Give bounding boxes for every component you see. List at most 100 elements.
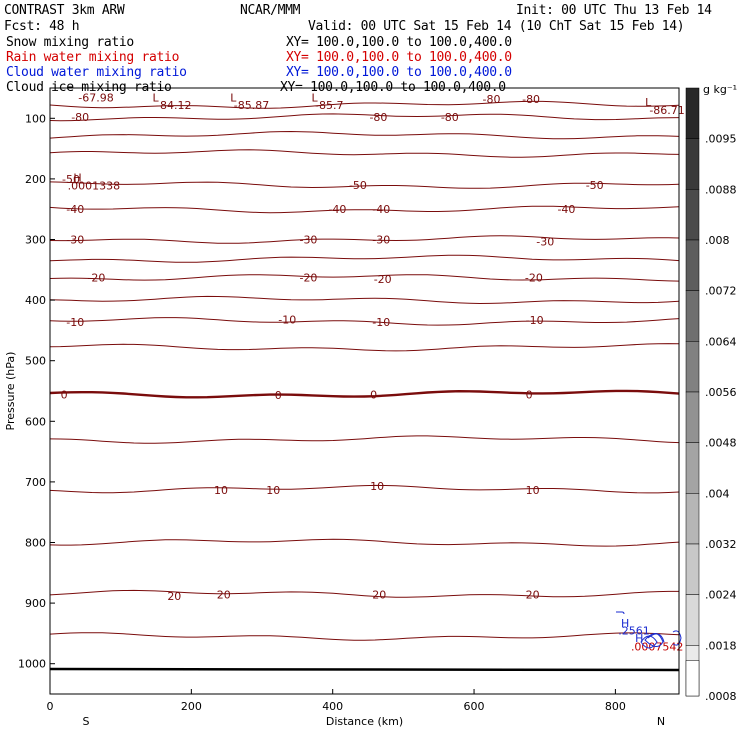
y-tick-label: 100 <box>25 112 46 125</box>
axes: 0 200 400 600 800100200300400500600700800900… <box>4 112 665 728</box>
isotherm-line <box>49 235 680 244</box>
colorbar-tick-label: .0088 <box>705 183 737 196</box>
isotherm-line <box>49 632 680 641</box>
contour-label: 10 <box>214 484 228 497</box>
isotherm-line <box>49 295 680 305</box>
contour-label: .0007542 <box>631 641 684 654</box>
colorbar-segment <box>685 391 700 443</box>
contour-label: 10 <box>370 480 384 493</box>
cloud-water-contours <box>616 611 682 649</box>
cloud-water-contour <box>640 635 658 649</box>
contour-label: -40 <box>372 203 390 216</box>
colorbar-segment <box>685 660 700 697</box>
colorbar-segment <box>685 493 700 545</box>
field-xy-cloud-water: XY= 100.0,100.0 to 100.0,400.0 <box>286 65 512 80</box>
contour-label: -30 <box>372 234 390 247</box>
colorbar-segment <box>685 138 700 190</box>
contour-label: 0 <box>370 389 377 402</box>
contour-label: -80 <box>369 111 387 124</box>
colorbar-segment <box>685 442 700 494</box>
colorbar-tick-label: .004 <box>705 487 730 500</box>
contour-label: 0 <box>526 389 533 402</box>
y-tick-label: 600 <box>25 415 46 428</box>
center-label: NCAR/MMM <box>240 3 301 18</box>
field-name-snow: Snow mixing ratio <box>6 35 134 50</box>
contour-label: 10 <box>526 484 540 497</box>
isotherm-line <box>49 254 680 263</box>
plot-frame <box>49 87 680 695</box>
cloud-water-contour <box>647 633 665 643</box>
y-axis-label: Pressure (hPa) <box>4 352 17 431</box>
contour-label: -85.87 <box>234 99 269 112</box>
south-end-label: S <box>83 715 90 728</box>
contour-label: -80 <box>483 93 501 106</box>
contour-label: -80 <box>71 111 89 124</box>
y-tick-label: 400 <box>25 294 46 307</box>
colorbar-tick-label: .0056 <box>705 386 737 399</box>
contour-label: L <box>311 92 318 105</box>
colorbar-segment <box>685 189 700 241</box>
contour-label: 0 <box>61 389 68 402</box>
contour-label: -80 <box>441 111 459 124</box>
valid-time: Valid: 00 UTC Sat 15 Feb 14 (10 ChT Sat … <box>308 19 685 34</box>
colorbar-tick-label: .0095 <box>705 133 737 146</box>
colorbar-tick-label: .008 <box>705 234 730 247</box>
contour-label: -10 <box>372 316 390 329</box>
colorbar-unit: g kg⁻¹ <box>703 83 737 96</box>
contour-label: -40 <box>66 203 84 216</box>
field-xy-rain: XY= 100.0,100.0 to 100.0,400.0 <box>286 50 512 65</box>
contour-label: 10 <box>266 484 280 497</box>
isotherm-line <box>49 343 680 352</box>
contour-label: 20 <box>372 589 386 602</box>
contour-label: .0001338 <box>68 180 121 193</box>
contour-label: -10 <box>66 316 84 329</box>
cloud-water-contour <box>672 630 682 646</box>
contour-label: -20 <box>299 272 317 285</box>
contour-label-layer: -67.98 L-84.12L-85.87L-85.7 -80 -80 L-86.71-… <box>61 92 685 654</box>
isotherm-line <box>49 149 680 158</box>
isotherm-line <box>49 130 680 140</box>
y-tick-label: 800 <box>25 537 46 550</box>
isotherm-line <box>49 484 680 494</box>
contour-label: -84.12 <box>156 99 191 112</box>
contour-label: .2561 <box>618 624 650 637</box>
colorbar-tick-label: .0072 <box>705 285 737 298</box>
field-xy-snow: XY= 100.0,100.0 to 100.0,400.0 <box>286 35 512 50</box>
colorbar-segment <box>685 543 700 595</box>
colorbar-tick-label: .0048 <box>705 437 737 450</box>
contour-label: -30 <box>299 234 317 247</box>
isotherm-line <box>49 274 680 282</box>
contour-label: 20 <box>167 590 181 603</box>
colorbar-segment <box>685 341 700 393</box>
contour-label: -40 <box>328 203 346 216</box>
contour-label: -20 <box>87 272 105 285</box>
colorbar-segment <box>685 594 700 646</box>
y-tick-label: 1000 <box>18 658 46 671</box>
colorbar-segment <box>685 87 700 139</box>
contour-label: -10 <box>526 314 544 327</box>
contour-label: -30 <box>66 234 84 247</box>
x-tick-label: 600 <box>464 700 485 713</box>
x-tick-label: 200 <box>181 700 202 713</box>
cloud-water-contour <box>644 633 664 647</box>
contour-label: -20 <box>525 272 543 285</box>
isotherm-line <box>49 100 680 109</box>
field-name-cloud-water: Cloud water mixing ratio <box>6 65 187 80</box>
x-axis-label: Distance (km) <box>326 715 403 728</box>
contour-label: -50 <box>349 179 367 192</box>
y-tick-label: 900 <box>25 597 46 610</box>
forecast-hour: Fcst: 48 h <box>4 19 80 34</box>
colorbar-segment <box>685 290 700 342</box>
isotherm-line <box>49 389 680 399</box>
field-name-rain: Rain water mixing ratio <box>6 50 180 65</box>
y-tick-label: 300 <box>25 234 46 247</box>
north-end-label: N <box>657 715 665 728</box>
y-tick-label: 700 <box>25 476 46 489</box>
contour-label: -10 <box>278 313 296 326</box>
init-time: Init: 00 UTC Thu 13 Feb 14 <box>516 3 712 18</box>
cloud-water-contour <box>616 611 625 615</box>
colorbar-tick-label: .0032 <box>705 538 737 551</box>
isotherm-line <box>49 589 679 598</box>
isotherm-line <box>49 317 680 326</box>
